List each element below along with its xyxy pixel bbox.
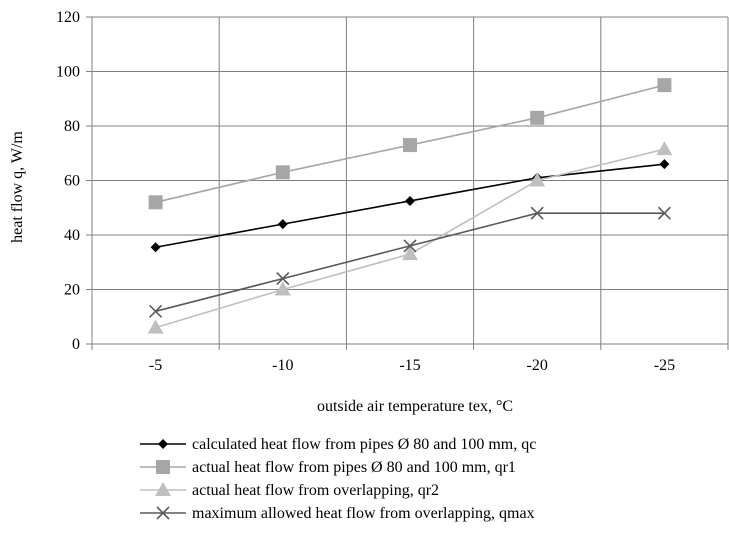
y-tick-label: 100 [56, 64, 80, 81]
data-point [530, 206, 544, 220]
legend-marker [156, 460, 170, 474]
y-tick-label: 80 [64, 118, 80, 135]
x-marker-stroke [657, 206, 671, 220]
data-point [276, 272, 290, 286]
legend-label: maximum allowed heat flow from overlappi… [192, 505, 535, 522]
x-tick-label: -10 [272, 357, 293, 374]
x-marker-stroke [149, 304, 163, 318]
legend-label: calculated heat flow from pipes Ø 80 and… [192, 436, 536, 453]
y-tick-label: 0 [72, 336, 80, 353]
y-tick-label: 120 [56, 9, 80, 26]
data-point [149, 304, 163, 318]
legend-item-2: actual heat flow from pipes Ø 80 and 100… [140, 459, 516, 476]
x-marker-stroke [530, 206, 544, 220]
x-tick-label: -5 [149, 357, 162, 374]
data-point [657, 78, 672, 93]
legend: calculated heat flow from pipes Ø 80 and… [140, 436, 536, 522]
data-point [529, 172, 546, 187]
legend-label: actual heat flow from pipes Ø 80 and 100… [192, 459, 516, 476]
data-point [150, 242, 161, 253]
series-3 [147, 141, 673, 334]
data-point [530, 110, 545, 125]
data-point [657, 206, 671, 220]
data-point [659, 159, 670, 170]
x-marker-stroke [156, 506, 170, 520]
data-point [148, 195, 163, 210]
y-tick-label: 60 [64, 173, 80, 190]
x-tick-label: -20 [527, 357, 548, 374]
data-point [403, 138, 417, 153]
x-axis-title: outside air temperature tex, °C [317, 398, 513, 415]
legend-label: actual heat flow from overlapping, qr2 [192, 482, 439, 499]
x-tick-labels: -5 -10 -15 -20 -25 [149, 357, 675, 374]
legend-item-3: actual heat flow from overlapping, qr2 [140, 482, 439, 499]
x-marker-stroke [276, 272, 290, 286]
series-4 [149, 206, 671, 318]
y-tick-label: 20 [64, 282, 80, 299]
x-tick-label: -25 [654, 357, 675, 374]
legend-item-4: maximum allowed heat flow from overlappi… [140, 505, 535, 522]
data-point [405, 195, 415, 206]
x-tick-label: -15 [399, 357, 420, 374]
y-tick-label: 40 [64, 227, 80, 244]
y-tick-labels: 0 20 40 60 80 100 120 [56, 9, 80, 353]
y-axis-title: heat flow q, W/m [9, 131, 26, 243]
data-point [277, 219, 288, 230]
legend-marker [158, 439, 168, 449]
data-point [402, 246, 418, 261]
legend-item-1: calculated heat flow from pipes Ø 80 and… [140, 436, 536, 453]
data-point [275, 165, 290, 180]
series-2 [148, 78, 672, 210]
x-marker-stroke [403, 239, 417, 253]
legend-marker [156, 506, 170, 520]
data-point [274, 281, 291, 296]
data-point [147, 319, 164, 334]
data-point [403, 239, 417, 253]
axes [86, 16, 729, 350]
legend-marker [155, 482, 171, 496]
data-point [656, 141, 673, 156]
series-1 [150, 159, 670, 253]
series-layer [147, 78, 673, 334]
